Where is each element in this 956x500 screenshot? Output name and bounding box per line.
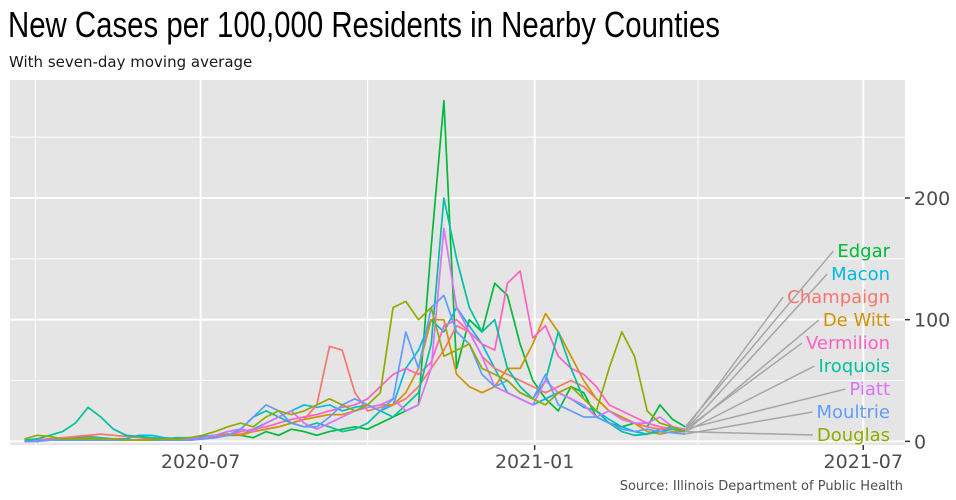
series-label-moultrie: Moultrie bbox=[817, 402, 891, 423]
y-tick-label: 0 bbox=[914, 431, 926, 453]
series-label-de-witt: De Witt bbox=[823, 310, 890, 331]
series-label-piatt: Piatt bbox=[849, 379, 890, 400]
y-tick-label: 100 bbox=[914, 310, 950, 332]
chart-subtitle: With seven-day moving average bbox=[9, 53, 252, 71]
series-line-douglas bbox=[24, 300, 686, 441]
leader-line bbox=[684, 296, 784, 430]
leader-line bbox=[684, 342, 803, 430]
series-label-champaign: Champaign bbox=[787, 287, 890, 308]
series-label-macon: Macon bbox=[831, 264, 890, 285]
leader-line bbox=[685, 430, 813, 436]
series-label-edgar: Edgar bbox=[837, 241, 890, 262]
chart-caption: Source: Illinois Department of Public He… bbox=[620, 479, 903, 494]
leader-line bbox=[684, 250, 834, 428]
leader-line bbox=[684, 365, 815, 433]
chart-title: New Cases per 100,000 Residents in Nearb… bbox=[8, 4, 720, 45]
series-lines bbox=[24, 99, 686, 443]
leader-line bbox=[685, 388, 846, 430]
x-tick-label: 2021-01 bbox=[495, 451, 574, 473]
series-label-douglas: Douglas bbox=[817, 425, 890, 446]
x-tick-label: 2020-07 bbox=[161, 451, 240, 473]
y-tick-label: 200 bbox=[914, 188, 950, 210]
x-tick-label: 2021-07 bbox=[824, 451, 903, 473]
series-line-champaign bbox=[24, 324, 686, 443]
series-label-iroquois: Iroquois bbox=[818, 356, 890, 377]
axes: 0 100 200 2020-07 2021-01 2021-07 bbox=[161, 188, 950, 473]
leader-line bbox=[684, 273, 828, 431]
series-label-vermilion: Vermilion bbox=[806, 333, 890, 354]
leader-line bbox=[685, 411, 813, 435]
series-line-iroquois bbox=[24, 197, 686, 441]
